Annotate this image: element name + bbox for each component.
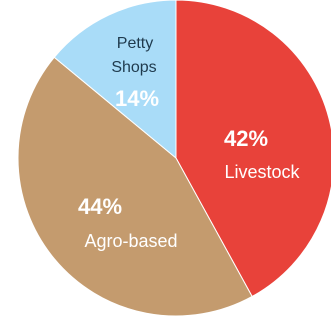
pie-slice-agro-based	[17, 56, 253, 317]
data-label-agro-based-percent: 44%	[78, 194, 122, 219]
pie-labels: 42% Livestock 44% Agro-based 14% Petty Shops	[78, 35, 301, 251]
pie-slice-petty-shops	[53, 0, 177, 160]
data-label-livestock-name-0: Livestock	[224, 162, 300, 182]
data-label-agro-based-name-0: Agro-based	[84, 231, 177, 251]
data-label-petty-shops-name-1: Shops	[111, 59, 156, 76]
data-label-petty-shops-percent: 14%	[115, 86, 159, 111]
pie-slices	[17, 0, 331, 317]
pie-slice-livestock	[175, 0, 331, 298]
data-label-petty-shops-name-0: Petty	[117, 35, 153, 52]
data-label-livestock-percent: 42%	[224, 126, 268, 151]
